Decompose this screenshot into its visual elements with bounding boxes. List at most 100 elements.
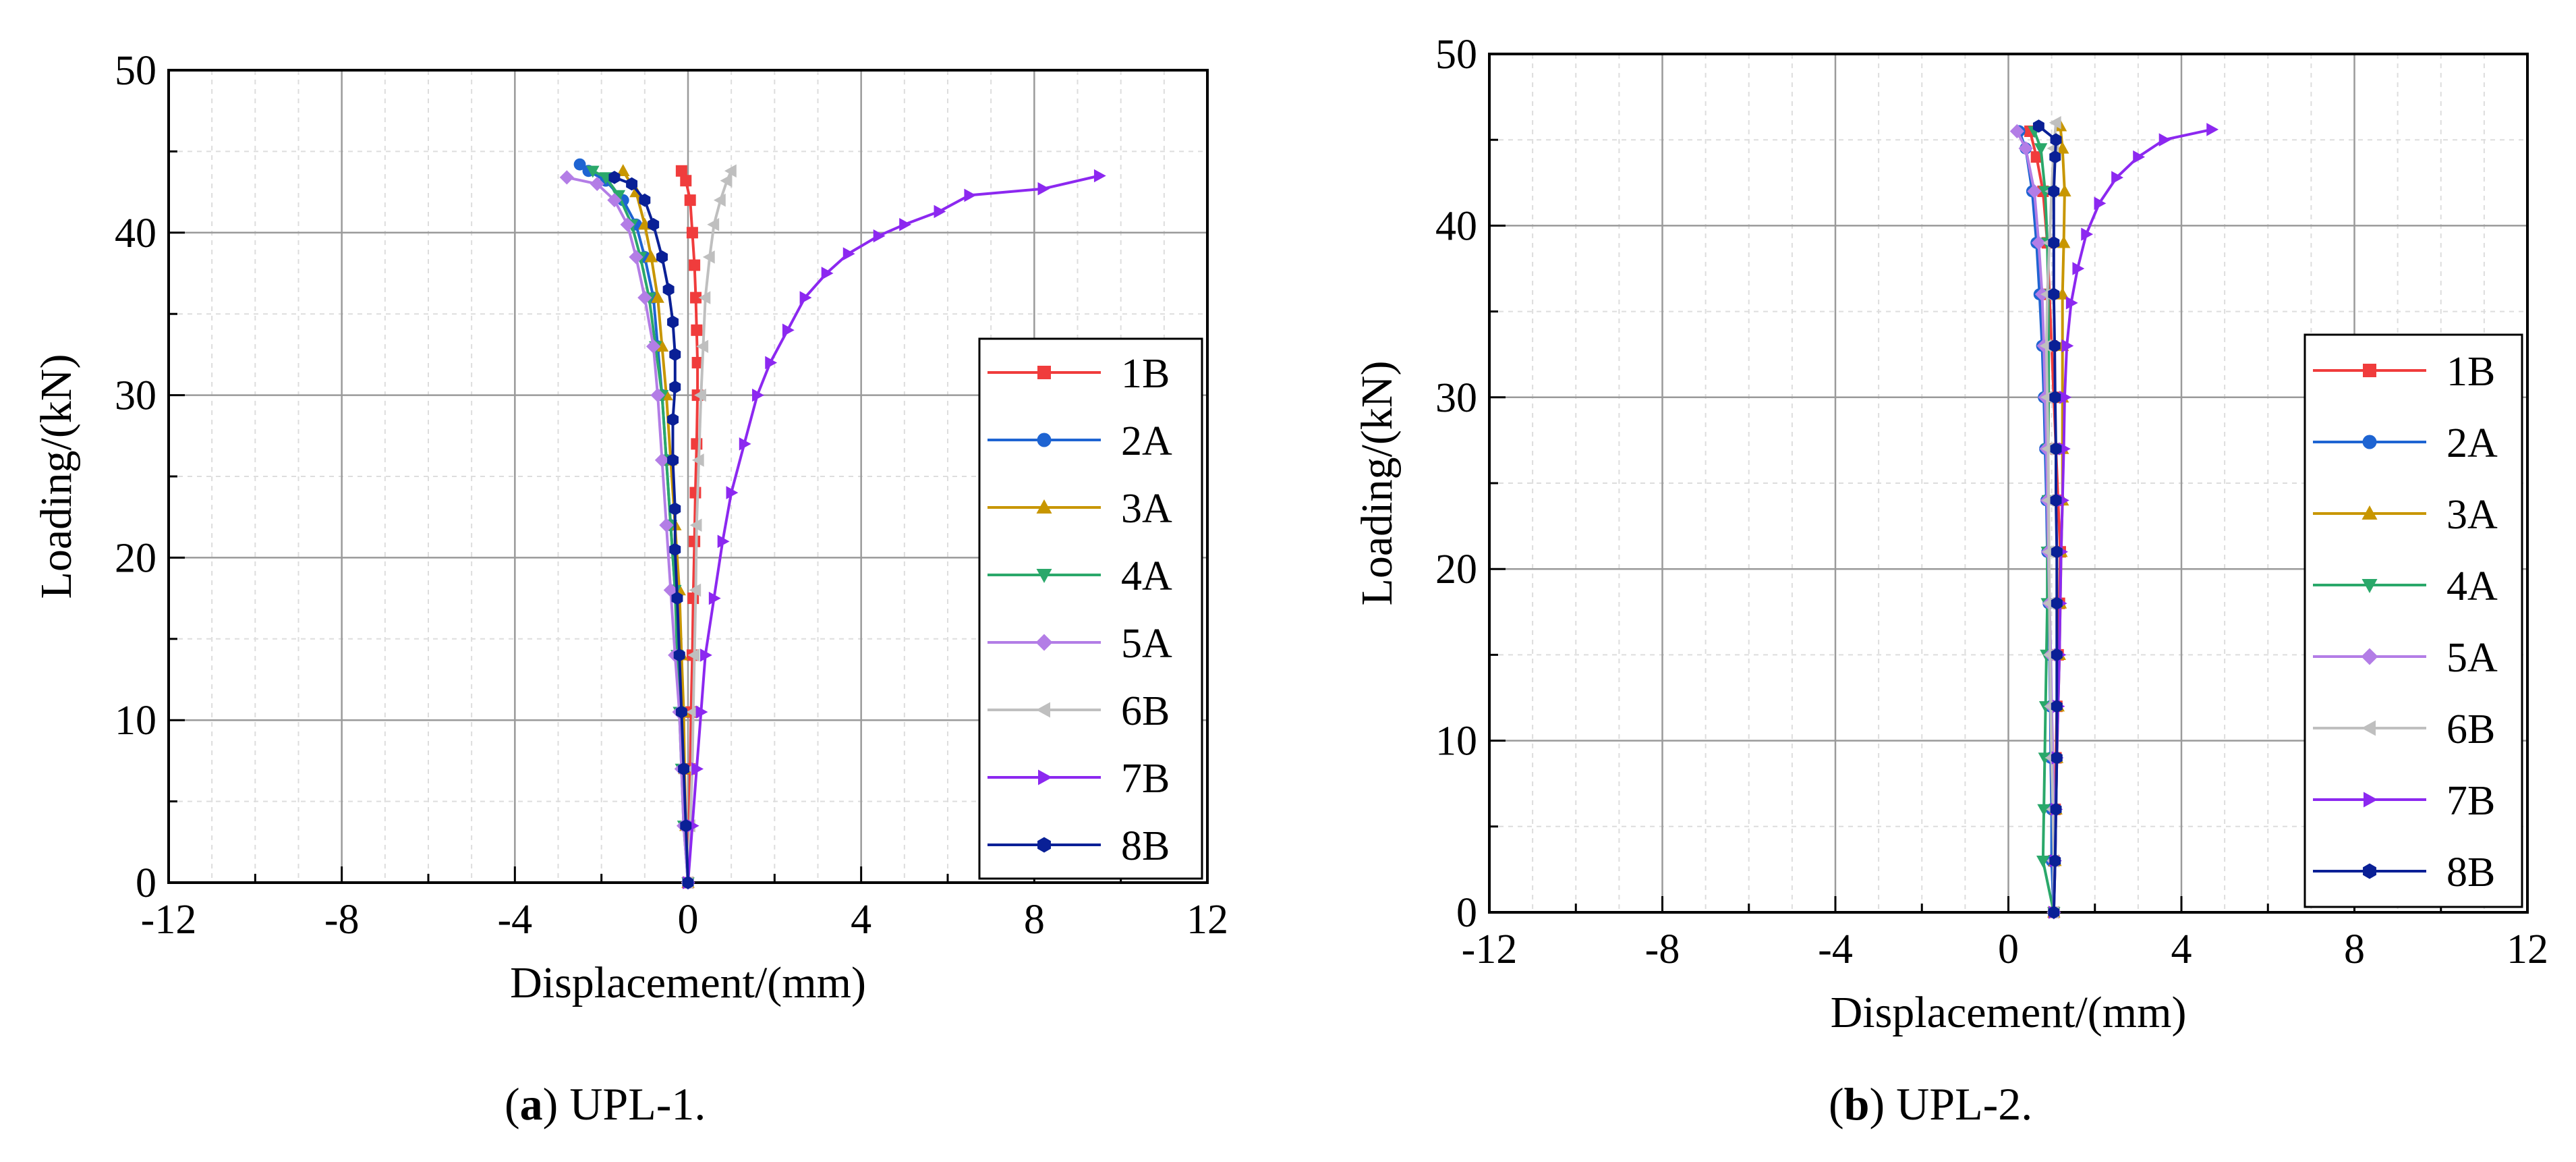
data-point-8b bbox=[667, 412, 679, 426]
data-point-6b bbox=[689, 518, 702, 532]
data-point-6b bbox=[713, 193, 726, 207]
x-tick-label: -12 bbox=[1462, 926, 1518, 972]
data-point-7b bbox=[700, 648, 712, 662]
data-point-8b bbox=[2050, 442, 2062, 455]
y-tick-label: 30 bbox=[1435, 375, 1477, 421]
legend-marker-8b bbox=[1037, 837, 1051, 853]
data-point-8b bbox=[2032, 119, 2044, 133]
data-point-8b bbox=[669, 543, 681, 557]
data-point-8b bbox=[2051, 648, 2063, 662]
caption-a-letter: a bbox=[519, 1078, 543, 1130]
data-point-4a bbox=[2036, 856, 2050, 868]
series-7b bbox=[683, 169, 1106, 889]
legend-marker-2a bbox=[1037, 433, 1052, 447]
data-point-7b bbox=[1093, 169, 1106, 183]
legend-marker-5a bbox=[2361, 648, 2378, 665]
data-point-1b bbox=[689, 487, 702, 499]
data-point-5a bbox=[659, 518, 674, 532]
data-point-7b bbox=[782, 323, 795, 337]
data-point-7b bbox=[2158, 133, 2171, 146]
legend-label-4a: 4A bbox=[1121, 553, 1172, 599]
data-point-6b bbox=[724, 164, 737, 178]
data-point-7b bbox=[799, 291, 812, 304]
y-tick-label: 50 bbox=[115, 48, 156, 94]
legend-label-1b: 1B bbox=[2446, 349, 2495, 395]
legend: 1B 2A 3A 4A 5A 6B 7B 8B bbox=[978, 337, 1203, 880]
legend-marker-6b bbox=[2362, 720, 2376, 736]
y-tick-label: 20 bbox=[1435, 547, 1477, 592]
data-point-8b bbox=[671, 591, 683, 605]
x-axis-label: Displacement/(mm) bbox=[1831, 988, 2187, 1037]
legend-box bbox=[2303, 333, 2523, 908]
chart-upl-1: -12 -8 -4 0 4 8 12 0 10 20 30 40 50 Displacement/(mm)… bbox=[32, 48, 1228, 1007]
data-point-8b bbox=[682, 876, 694, 889]
panel-b: -12 -8 -4 0 4 8 12 0 10 20 30 40 50 Displacement/(mm)… bbox=[1288, 0, 2576, 1159]
data-point-5a bbox=[650, 387, 665, 403]
x-tick-label: 8 bbox=[1024, 897, 1045, 943]
caption-b: (b) UPL-2. bbox=[1829, 1078, 2033, 1130]
data-point-1b bbox=[691, 356, 704, 368]
x-tick-label: 12 bbox=[1186, 897, 1228, 943]
data-point-7b bbox=[2133, 150, 2146, 164]
legend-marker-4a bbox=[2362, 579, 2378, 593]
data-point-5a bbox=[559, 170, 574, 185]
x-tick-label: -4 bbox=[1818, 926, 1853, 972]
legend-item-5a: 5A bbox=[988, 621, 1172, 667]
legend-marker-2a bbox=[2362, 435, 2377, 449]
x-tick-label: 4 bbox=[2171, 926, 2192, 972]
series-line-6b bbox=[687, 170, 733, 883]
series-8b bbox=[2032, 119, 2063, 919]
series-7b bbox=[2049, 123, 2219, 919]
caption-b-letter: b bbox=[1843, 1078, 1870, 1130]
legend-item-2a: 2A bbox=[988, 418, 1172, 464]
legend-marker-3a bbox=[2362, 505, 2378, 520]
legend-item-3a: 3A bbox=[2313, 492, 2498, 538]
legend-label-8b: 8B bbox=[1121, 823, 1170, 869]
y-tick-label: 10 bbox=[1435, 719, 1477, 765]
data-point-5a bbox=[646, 339, 661, 354]
y-axis-label: Loading/(kN) bbox=[1352, 361, 1402, 606]
series-layer bbox=[2009, 115, 2219, 920]
legend-item-4a: 4A bbox=[2313, 563, 2498, 609]
data-point-5a bbox=[620, 217, 635, 232]
x-tick-label: -4 bbox=[498, 897, 533, 943]
legend-marker-1b bbox=[1037, 366, 1051, 379]
data-point-7b bbox=[695, 705, 708, 719]
data-point-5a bbox=[2031, 236, 2047, 250]
data-point-8b bbox=[608, 171, 621, 184]
legend-marker-8b bbox=[2363, 863, 2376, 879]
legend-marker-4a bbox=[1036, 569, 1052, 583]
data-point-6b bbox=[696, 339, 709, 354]
series-line-5a bbox=[566, 175, 689, 883]
data-point-8b bbox=[639, 193, 651, 207]
data-point-5a bbox=[2009, 123, 2024, 139]
y-tick-label: 30 bbox=[115, 373, 156, 419]
legend-item-1b: 1B bbox=[2313, 349, 2495, 395]
data-point-8b bbox=[667, 315, 679, 329]
legend-label-6b: 6B bbox=[1121, 688, 1170, 734]
legend-box bbox=[978, 337, 1203, 880]
data-point-8b bbox=[2050, 802, 2062, 817]
y-tick-label: 10 bbox=[115, 698, 156, 744]
legend-item-5a: 5A bbox=[2313, 635, 2498, 681]
data-point-8b bbox=[662, 283, 675, 296]
x-tick-label: 8 bbox=[2344, 926, 2365, 972]
data-point-3a bbox=[655, 339, 669, 352]
data-point-7b bbox=[765, 356, 778, 370]
data-point-5a bbox=[654, 453, 670, 468]
caption-a: (a) UPL-1. bbox=[505, 1078, 706, 1130]
data-point-1b bbox=[691, 324, 703, 336]
legend-marker-7b bbox=[2364, 792, 2378, 808]
data-point-6b bbox=[686, 705, 699, 719]
data-point-2a bbox=[573, 158, 586, 171]
data-point-4a bbox=[2037, 804, 2051, 817]
legend-label-3a: 3A bbox=[2446, 492, 2498, 538]
data-point-8b bbox=[626, 177, 638, 191]
data-point-4a bbox=[612, 190, 626, 202]
caption-b-text: UPL-2. bbox=[1885, 1078, 2033, 1130]
data-point-4a bbox=[586, 165, 600, 178]
data-point-8b bbox=[2049, 854, 2061, 868]
data-point-8b bbox=[656, 250, 668, 264]
data-point-8b bbox=[669, 348, 681, 362]
